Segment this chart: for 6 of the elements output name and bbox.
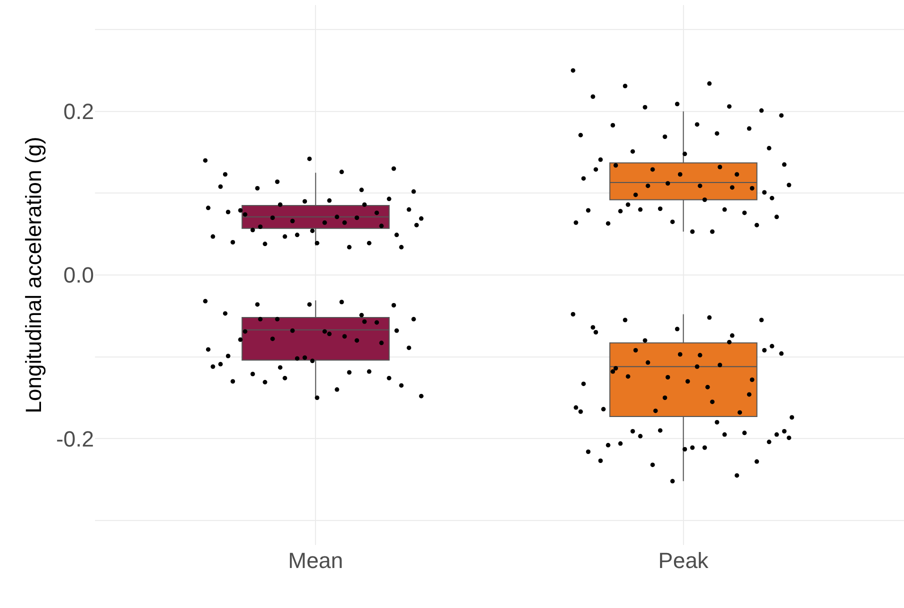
y-tick-label: 0.0: [63, 262, 94, 288]
y-tick-label: 0.2: [63, 99, 94, 124]
y-tick-label: -0.2: [56, 426, 94, 452]
y-axis-title: Longitudinal acceleration (g): [20, 136, 46, 414]
x-tick-label: Peak: [658, 548, 710, 573]
x-tick-label: Mean: [288, 548, 344, 573]
